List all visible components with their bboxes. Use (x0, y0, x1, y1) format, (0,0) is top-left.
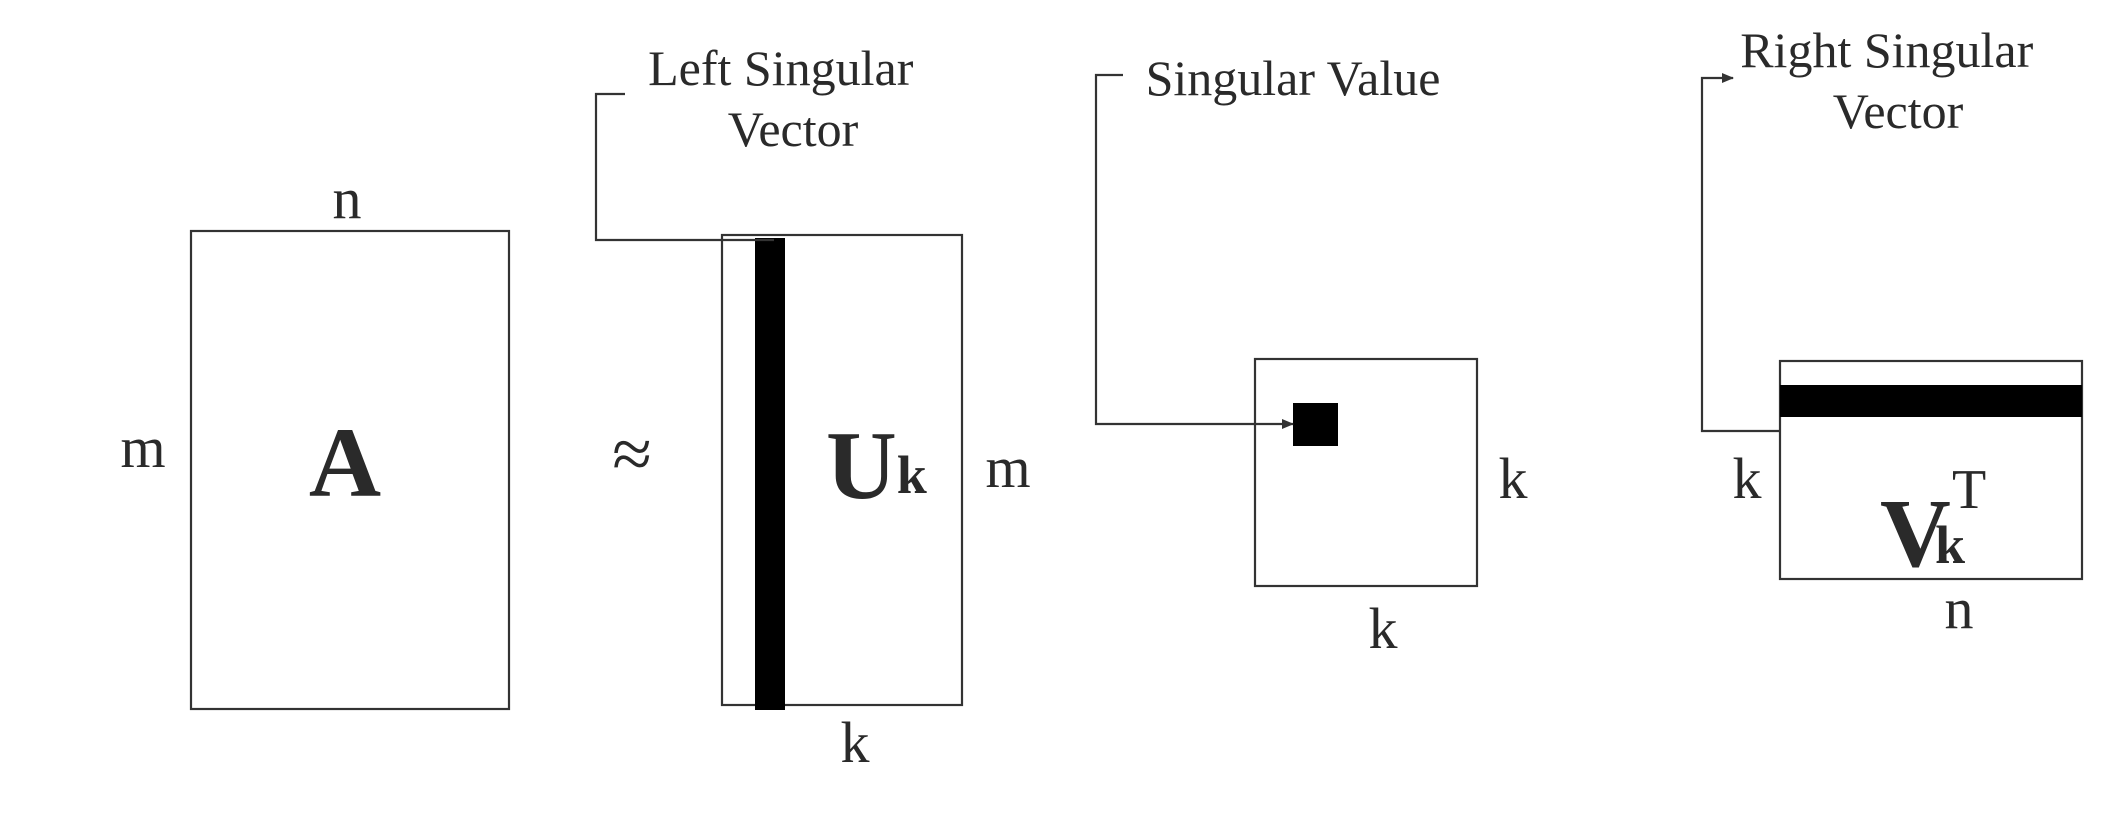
matrix-v-rows-label: k (1733, 446, 1762, 511)
matrix-sigma-rows-label: k (1499, 446, 1528, 511)
right-singular-vector-line-2: Vector (1833, 83, 1964, 139)
left-singular-vector-leader (594, 92, 774, 242)
matrix-u-label: Uk (826, 412, 927, 520)
matrix-u-rows-label: m (985, 435, 1030, 500)
matrix-sigma-box (1253, 357, 1479, 588)
matrix-sigma-cols-label: k (1369, 596, 1398, 661)
matrix-u-cols-label: k (841, 710, 870, 775)
right-singular-vector-callout: Right Singular Vector (1740, 22, 2046, 139)
matrix-a-box (189, 229, 511, 711)
singular-value-cell (1293, 403, 1338, 446)
left-singular-vector-callout: Left Singular Vector (648, 40, 926, 157)
matrix-v-superscript: T (1952, 459, 1986, 521)
matrix-v-base: V (1880, 480, 1951, 588)
matrix-a-cols-label: n (333, 166, 362, 231)
matrix-a-rows-label: m (120, 415, 165, 480)
matrix-a-label: A (309, 407, 381, 518)
right-singular-vector-leader (1700, 73, 1780, 433)
matrix-u-box (720, 233, 964, 707)
matrix-v-box (1778, 359, 2084, 581)
matrix-v-cols-label: n (1945, 576, 1974, 641)
singular-value-leader (1094, 73, 1294, 429)
matrix-a: A n m (120, 166, 511, 711)
right-singular-vector-row (1780, 385, 2082, 417)
left-singular-vector-line-2: Vector (728, 101, 859, 157)
matrix-v-label: V (1880, 480, 1951, 588)
matrix-u-subscript: k (897, 445, 927, 505)
right-singular-vector-line-1: Right Singular (1740, 22, 2033, 78)
matrix-v-subscript: k (1935, 515, 1965, 575)
matrix-sigma: k k (1253, 357, 1528, 661)
left-singular-vector-column (755, 238, 785, 710)
left-singular-vector-line-1: Left Singular (648, 40, 914, 96)
matrix-v: V k T k n (1733, 359, 2084, 641)
approx-symbol: ≈ (612, 414, 652, 494)
singular-value-callout: Singular Value (1146, 50, 1441, 106)
matrix-u: Uk m k (720, 233, 1031, 775)
matrix-u-base: U (826, 412, 897, 520)
